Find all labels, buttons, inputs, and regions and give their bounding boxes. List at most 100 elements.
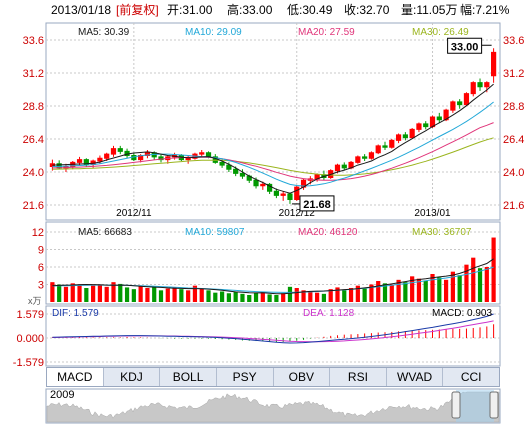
price-y-tick-label: 26.4 bbox=[23, 134, 44, 146]
volume-bar bbox=[477, 268, 483, 302]
candle-body bbox=[117, 148, 123, 152]
price-legend-item: MA10: 29.09 bbox=[185, 27, 242, 38]
candle-body bbox=[110, 148, 117, 155]
volume-bar bbox=[50, 282, 55, 302]
volume-bar bbox=[315, 292, 320, 302]
volume-bar bbox=[301, 290, 306, 302]
volume-bar bbox=[152, 286, 157, 302]
price-y-tick-label-right: 28.8 bbox=[503, 101, 524, 113]
candle-body bbox=[450, 101, 456, 111]
volume-bar bbox=[199, 288, 204, 302]
macd-panel: 1.579 0.000 -1.579 DIF: 1.579 DEA: 1.128 MAC… bbox=[13, 305, 501, 369]
candle-body bbox=[260, 183, 266, 187]
volume-bar bbox=[410, 276, 415, 302]
volume-y-tick-label: 9 bbox=[38, 245, 44, 257]
macd-y-tick-label: 1.579 bbox=[16, 309, 44, 321]
volume-bar bbox=[464, 264, 469, 302]
candle-body bbox=[402, 134, 408, 139]
price-x-tick-label: 2013/01 bbox=[414, 208, 451, 219]
volume-bar bbox=[233, 291, 238, 302]
volume-legend-item: MA30: 36707 bbox=[412, 227, 472, 238]
volume-bar bbox=[423, 281, 428, 302]
volume-legend: MA5: 66683 MA10: 59807 MA20: 46120 MA30: 36… bbox=[78, 227, 472, 238]
macd-legend-item: MACD: 0.903 bbox=[432, 308, 492, 319]
tab-cci[interactable]: CCI bbox=[460, 370, 482, 384]
candle-body bbox=[368, 152, 375, 159]
candle-body bbox=[382, 145, 388, 148]
volume-bar bbox=[145, 288, 150, 302]
volume-y-tick-label: 6 bbox=[38, 262, 44, 274]
macd-y-tick-label: -1.579 bbox=[13, 357, 44, 369]
price-moving-averages bbox=[52, 83, 494, 194]
header-high: 高:33.00 bbox=[227, 2, 273, 17]
volume-bar bbox=[77, 284, 82, 302]
tab-macd[interactable]: MACD bbox=[47, 368, 104, 386]
volume-legend-item: MA5: 66683 bbox=[78, 227, 132, 238]
volume-unit-label: x万 bbox=[28, 296, 42, 306]
candle-body bbox=[219, 161, 225, 166]
candle-body bbox=[423, 123, 429, 128]
high-annotation-label: 33.00 bbox=[451, 41, 479, 53]
price-y-tick-label-right: 26.4 bbox=[503, 134, 524, 146]
macd-y-axis: 1.579 0.000 -1.579 bbox=[13, 309, 44, 369]
candle-body bbox=[491, 51, 497, 77]
candle-body bbox=[389, 139, 395, 148]
tab-psy[interactable]: PSY bbox=[217, 368, 274, 386]
candle-body bbox=[416, 123, 422, 130]
volume-bar bbox=[430, 274, 435, 302]
dif-line bbox=[52, 313, 494, 344]
overview-selection[interactable] bbox=[456, 390, 494, 422]
volume-bar bbox=[104, 286, 109, 302]
volume-bar bbox=[63, 286, 69, 302]
price-legend: MA5: 30.39 MA10: 29.09 MA20: 27.59 MA30: 26… bbox=[78, 27, 469, 38]
overview-right-handle[interactable] bbox=[489, 391, 499, 419]
volume-ma5-line bbox=[52, 258, 494, 295]
candle-body bbox=[341, 164, 347, 169]
tab-kdj[interactable]: KDJ bbox=[104, 368, 161, 386]
candle-body bbox=[477, 82, 483, 88]
volume-y-tick-label: 3 bbox=[38, 280, 44, 292]
volume-bar bbox=[328, 289, 333, 302]
volume-bar bbox=[274, 295, 279, 302]
overview-left-handle[interactable] bbox=[451, 391, 461, 419]
low-annotation-label: 21.68 bbox=[303, 199, 331, 211]
ma30-line bbox=[52, 137, 494, 176]
volume-bar bbox=[355, 285, 360, 302]
price-y-tick-label-right: 33.6 bbox=[503, 35, 524, 47]
candle-body bbox=[76, 159, 83, 163]
volume-bar bbox=[213, 292, 218, 302]
price-x-tick-label: 2012/12 bbox=[279, 208, 316, 219]
volume-bar bbox=[369, 284, 374, 302]
tab-obv[interactable]: OBV bbox=[274, 368, 331, 386]
volume-bar bbox=[206, 290, 211, 302]
indicator-tab-bar: MACD KDJ BOLL PSY OBV RSI WVAD CCI bbox=[46, 367, 500, 387]
volume-bar bbox=[348, 288, 354, 302]
macd-y-tick-label: 0.000 bbox=[16, 333, 44, 345]
tab-wvad[interactable]: WVAD bbox=[387, 368, 444, 386]
candle-body bbox=[470, 82, 476, 95]
volume-bar bbox=[91, 285, 96, 302]
header-close: 收:32.70 bbox=[344, 3, 390, 17]
price-x-tick-label: 2012/11 bbox=[116, 208, 152, 219]
volume-bar bbox=[240, 293, 245, 302]
header-adjust-label[interactable]: [前复权] bbox=[116, 2, 159, 17]
header-volume: 量:11.05万 bbox=[401, 3, 457, 17]
header-open: 开:31.00 bbox=[167, 3, 213, 17]
price-legend-item: MA30: 26.49 bbox=[412, 27, 469, 38]
header-change: 幅:7.21% bbox=[460, 2, 510, 17]
candle-body bbox=[409, 128, 415, 139]
candle-body bbox=[267, 183, 273, 192]
overview-navigator[interactable]: 2009 bbox=[45, 388, 501, 424]
volume-bar bbox=[396, 279, 401, 302]
volume-bar bbox=[247, 295, 252, 302]
candle-body bbox=[158, 156, 164, 161]
overview-year-label: 2009 bbox=[50, 389, 74, 401]
volume-y-tick-label: 12 bbox=[32, 227, 44, 239]
candle-body bbox=[233, 168, 239, 174]
tab-boll[interactable]: BOLL bbox=[160, 368, 217, 386]
tab-rsi[interactable]: RSI bbox=[330, 368, 387, 386]
price-y-tick-label-right: 21.6 bbox=[503, 200, 524, 212]
header-low: 低:30.49 bbox=[287, 3, 333, 17]
candle-body bbox=[104, 153, 110, 159]
